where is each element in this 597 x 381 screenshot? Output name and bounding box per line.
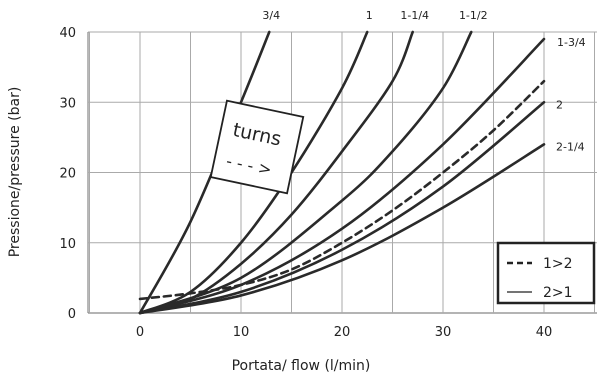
curve-label: 1 <box>366 9 373 22</box>
curve-labels: 3/4 1 1-1/4 1-1/2 1-3/4 2 2-1/4 <box>262 9 585 153</box>
series-line <box>138 100 546 315</box>
x-tick-label: 40 <box>536 325 553 340</box>
series-line <box>138 37 546 315</box>
curve-label: 1-3/4 <box>557 36 586 49</box>
y-axis-title: Pressione/pressure (bar) <box>7 87 23 258</box>
x-axis-title: Portata/ flow (l/min) <box>232 358 371 374</box>
curve-label: 1-1/2 <box>459 9 488 22</box>
legend-label-1: 1>2 <box>543 256 573 272</box>
series-line <box>138 30 473 315</box>
curve-label: 3/4 <box>262 9 280 22</box>
legend-label-2: 2>1 <box>543 285 573 301</box>
turns-annotation: turns - - - > <box>209 99 305 195</box>
legend: 1>2 2>1 <box>496 241 596 305</box>
curve-label: 2 <box>556 98 563 111</box>
y-tick-label: 0 <box>68 307 76 322</box>
annotation-box <box>209 99 305 195</box>
x-tick-label: 10 <box>233 325 250 340</box>
y-tick-label: 20 <box>59 167 76 182</box>
series-line <box>138 143 546 315</box>
legend-box <box>496 241 596 305</box>
y-tick-label: 30 <box>59 96 76 111</box>
y-tick-label: 40 <box>59 26 76 41</box>
series-line <box>138 30 369 315</box>
x-tick-label: 30 <box>435 325 452 340</box>
series-line <box>138 79 546 301</box>
y-tick-label: 10 <box>59 237 76 252</box>
curve-label: 2-1/4 <box>556 140 585 153</box>
x-tick-label: 20 <box>334 325 351 340</box>
x-tick-label: 0 <box>136 325 144 340</box>
curve-label: 1-1/4 <box>400 9 429 22</box>
tick-labels: 0 10 20 30 40 0 10 20 30 40 <box>59 26 552 340</box>
